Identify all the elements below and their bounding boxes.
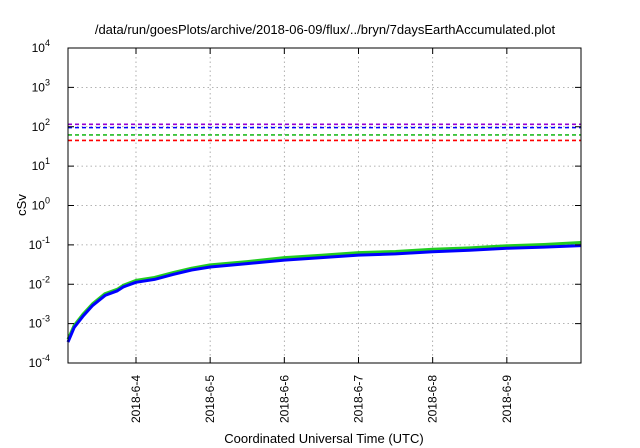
- x-tick-label: 2018-6-8: [426, 375, 440, 423]
- x-tick-label: 2018-6-7: [351, 375, 365, 423]
- y-tick-label: 10-1: [29, 235, 50, 252]
- x-tick-label: 2018-6-5: [203, 375, 217, 423]
- reference-lines: [68, 123, 581, 142]
- y-tick-label: 102: [32, 117, 50, 134]
- series-lines: [66, 241, 582, 343]
- y-axis: 10-4 10-3 10-2 10-1 100 101 102 103 104: [29, 38, 581, 370]
- x-tick-label: 2018-6-9: [500, 375, 514, 423]
- y-tick-label: 104: [32, 38, 50, 55]
- y-tick-label: 10-2: [29, 274, 50, 291]
- x-tick-label: 2018-6-6: [277, 375, 291, 423]
- y-axis-label: cSv: [14, 194, 29, 216]
- series-line: [66, 244, 582, 343]
- grid: [68, 48, 581, 363]
- y-tick-label: 101: [32, 156, 50, 173]
- chart-title: /data/run/goesPlots/archive/2018-06-09/f…: [95, 22, 556, 37]
- x-axis-label: Coordinated Universal Time (UTC): [224, 431, 423, 446]
- x-tick-label: 2018-6-4: [129, 375, 143, 423]
- y-tick-label: 103: [32, 77, 50, 94]
- y-tick-label: 10-4: [29, 353, 50, 370]
- y-tick-label: 10-3: [29, 314, 50, 331]
- y-tick-label: 100: [32, 196, 50, 213]
- x-axis: 2018-6-4 2018-6-5 2018-6-6 2018-6-7 2018-6-8…: [129, 48, 514, 423]
